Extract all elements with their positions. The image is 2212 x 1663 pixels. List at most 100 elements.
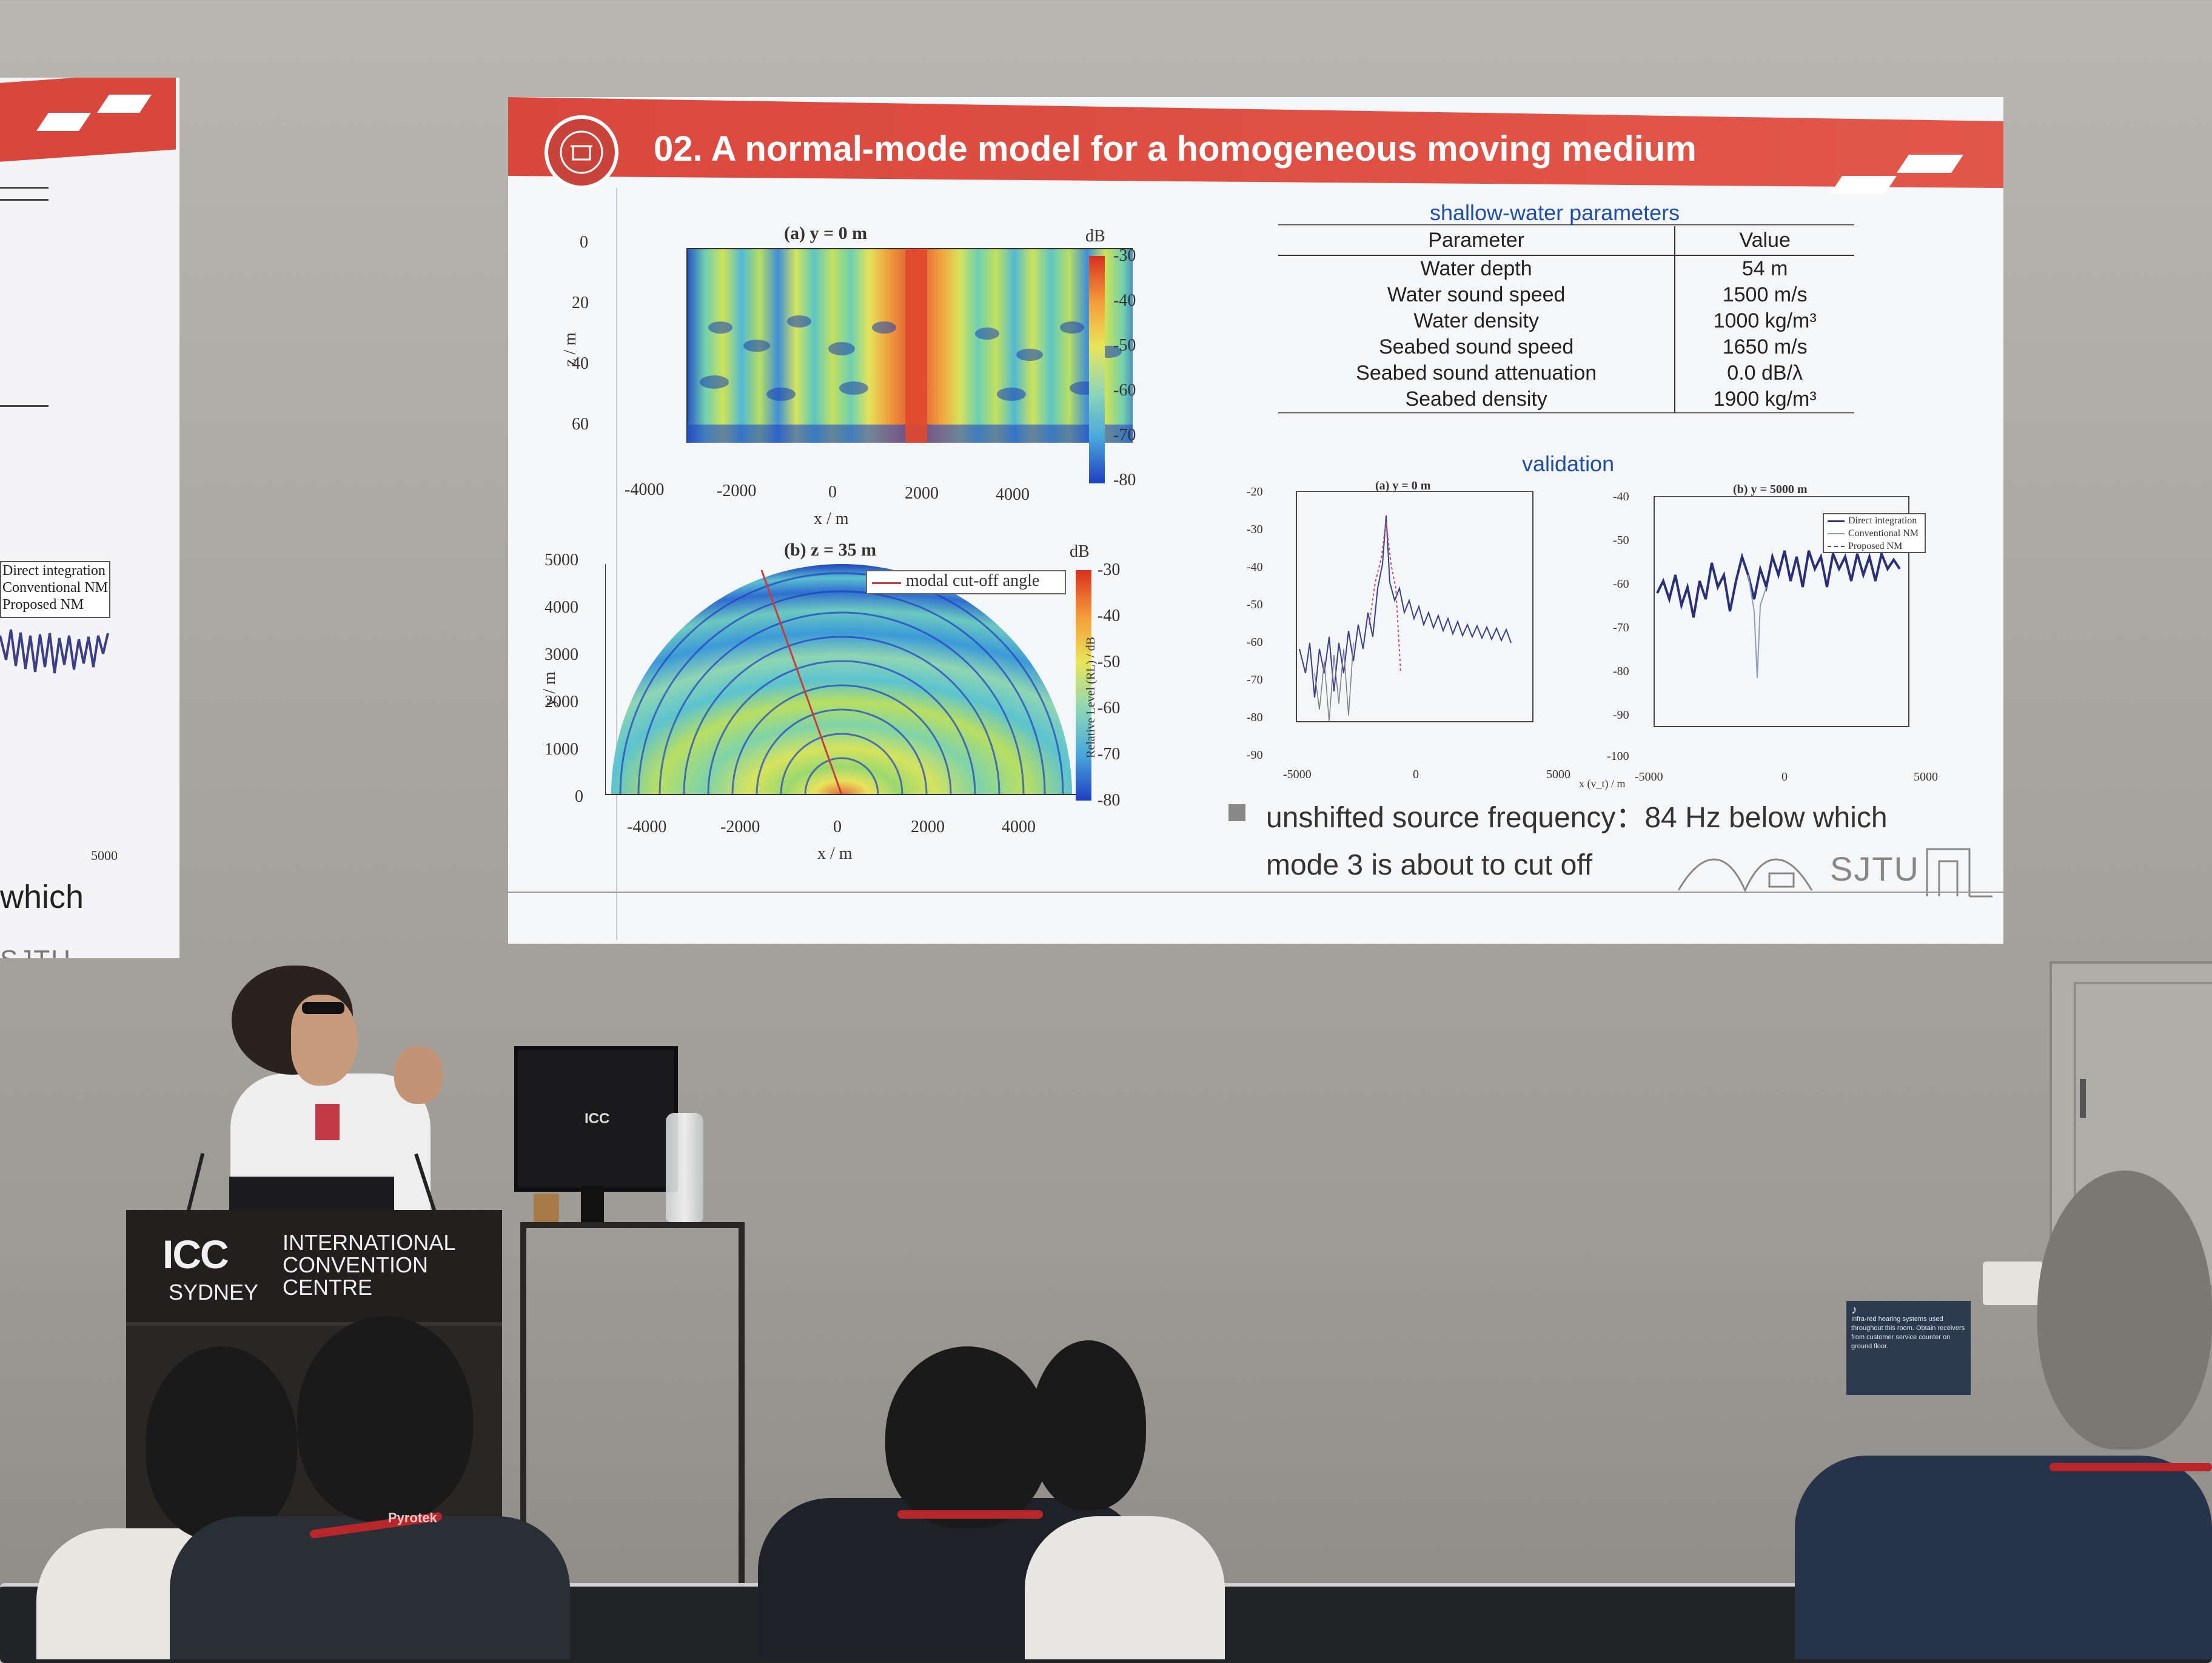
table-cell: 1500 m/s xyxy=(1722,283,1808,306)
lectern-sign xyxy=(126,1210,502,1326)
validation-legend: Direct integration Conventional NM Propo… xyxy=(1823,513,1926,553)
bullet-square-icon xyxy=(1228,804,1245,821)
sign-text: Infra-red hearing systems used throughou… xyxy=(1851,1315,1965,1350)
audience-member-head xyxy=(2037,1171,2212,1450)
fig-a-ytick: 20 xyxy=(572,294,589,312)
audience-member-head xyxy=(146,1346,297,1540)
stage-monitor: ICC xyxy=(514,1046,678,1192)
fig-a-cbar-tick: -50 xyxy=(1113,336,1136,355)
legend-line-swatch xyxy=(872,582,901,584)
fig-b-cbar-tick: -70 xyxy=(1098,745,1121,764)
fig-b-ytick: 4000 xyxy=(545,598,578,617)
validation-b-ytick: -50 xyxy=(1613,534,1629,547)
fig-b-legend: modal cut-off angle xyxy=(866,570,1066,594)
slide-footer-rule xyxy=(508,892,2003,893)
fig-a-cbar-tick: -30 xyxy=(1113,246,1136,265)
fig-a-colorbar xyxy=(1089,256,1105,483)
table-header-row: Parameter Value xyxy=(1278,224,1854,256)
table-row: Water depth 54 m xyxy=(1278,255,1854,282)
fig-b-ytick: 0 xyxy=(575,787,583,806)
table-caption: shallow-water parameters xyxy=(1430,200,1680,225)
audience-lanyard xyxy=(2049,1463,2212,1471)
main-slide: 02. A normal-mode model for a homogeneou… xyxy=(508,97,2003,944)
door-handle xyxy=(2080,1079,2086,1118)
fig-a-cbar-tick: -80 xyxy=(1113,471,1136,489)
table-cell: 1000 kg/m³ xyxy=(1713,309,1817,332)
audience-member-head xyxy=(297,1316,473,1522)
bridge-logo-icon xyxy=(1678,858,1813,892)
legend-item: Proposed NM xyxy=(1848,541,1903,551)
icc-venue-name: INTERNATIONAL CONVENTION CENTRE xyxy=(283,1231,477,1298)
audience-member-head xyxy=(1031,1340,1146,1510)
fig-b-xtick: 0 xyxy=(833,818,842,836)
validation-plot-a xyxy=(1296,491,1533,722)
table-cell: Seabed sound attenuation xyxy=(1278,360,1676,386)
fig-b-xtick: -2000 xyxy=(720,818,760,836)
validation-b-title: (b) y = 5000 m xyxy=(1733,483,1808,496)
left-projection-screen: Direct integration Conventional NM Propo… xyxy=(0,78,179,958)
validation-title: validation xyxy=(1522,451,1615,476)
left-chart-trace xyxy=(0,629,109,674)
fig-a-xtick: 0 xyxy=(828,483,837,502)
fig-b-colorbar xyxy=(1076,570,1091,801)
table-cell: Water density xyxy=(1278,308,1676,334)
water-carafe xyxy=(666,1113,703,1222)
wall-switch xyxy=(1983,1262,2043,1305)
validation-b-ytick: -80 xyxy=(1613,665,1629,678)
fig-a-xtick: -2000 xyxy=(717,482,757,500)
icc-city: SYDNEY xyxy=(169,1280,259,1305)
left-slide-rule xyxy=(0,187,49,189)
presenter-lanyard xyxy=(315,1104,340,1140)
lanyard-brand: Pyrotek xyxy=(388,1510,437,1525)
monitor-logo: ICC xyxy=(585,1110,610,1127)
left-slide-text: which xyxy=(0,879,84,915)
validation-b-xtick: 0 xyxy=(1781,770,1788,784)
parameter-table-grid: Parameter Value Water depth 54 m Water so… xyxy=(1278,224,1854,414)
fig-a-ytick: 40 xyxy=(572,354,589,373)
table-cell: Seabed sound speed xyxy=(1278,334,1676,360)
table-header: Parameter xyxy=(1278,224,1676,256)
fig-b-xtick: 2000 xyxy=(911,818,945,836)
fig-b-cbar-tick: -50 xyxy=(1098,653,1121,671)
table-row: Seabed density 1900 kg/m³ xyxy=(1278,386,1854,414)
validation-b-ytick: -100 xyxy=(1607,750,1629,763)
validation-a-title: (a) y = 0 m xyxy=(1375,479,1431,492)
fig-a-xtick: 2000 xyxy=(905,484,939,503)
fig-b-ytick: 3000 xyxy=(545,645,578,664)
fig-a-xtick: 4000 xyxy=(996,485,1030,504)
fig-b-halfdisk xyxy=(605,564,1078,795)
fig-a-xtick: -4000 xyxy=(625,480,665,499)
fig-a-cbar-tick: -70 xyxy=(1113,426,1136,445)
table-cell: Seabed density xyxy=(1278,386,1676,414)
venue-name-line: INTERNATIONAL xyxy=(283,1230,456,1255)
presenter-glasses xyxy=(302,1002,344,1014)
validation-b-xtick: -5000 xyxy=(1635,770,1663,784)
fig-b-ylabel: y / m xyxy=(540,671,559,707)
table-cell: 1650 m/s xyxy=(1722,335,1808,358)
slide-vertical-rule xyxy=(616,188,617,940)
audience-member-body xyxy=(1795,1456,2212,1659)
validation-plot-b xyxy=(1654,496,1909,727)
fig-a-cbar-tick: -40 xyxy=(1113,291,1136,310)
fig-a-cbar-tick: -60 xyxy=(1113,381,1136,400)
validation-a-ytick: -40 xyxy=(1247,560,1263,574)
slide-title: 02. A normal-mode model for a homogeneou… xyxy=(654,129,1697,169)
audience-member-body xyxy=(1025,1516,1225,1659)
fig-a-xlabel: x / m xyxy=(814,509,849,528)
legend-item: Proposed NM xyxy=(2,597,84,613)
table-row: Seabed sound attenuation 0.0 dB/λ xyxy=(1278,360,1854,386)
parameter-table: Parameter Value Water depth 54 m Water so… xyxy=(1278,224,1854,414)
fig-b-cbar-tick: -80 xyxy=(1098,791,1121,810)
fig-b-ytick: 1000 xyxy=(545,740,578,759)
fig-b-xtick: 4000 xyxy=(1002,818,1036,836)
fig-a-title: (a) y = 0 m xyxy=(784,223,868,243)
legend-item: Conventional NM xyxy=(2,580,108,596)
validation-b-ytick: -40 xyxy=(1613,490,1629,503)
validation-a-xtick: 5000 xyxy=(1546,768,1570,781)
validation-a-ytick: -50 xyxy=(1247,598,1263,611)
side-table xyxy=(520,1222,745,1592)
table-cell: 1900 kg/m³ xyxy=(1675,386,1854,414)
gate-logo-icon xyxy=(1926,848,1992,898)
legend-item: Conventional NM xyxy=(1848,528,1919,539)
slide-corner-logo xyxy=(1830,155,1963,194)
